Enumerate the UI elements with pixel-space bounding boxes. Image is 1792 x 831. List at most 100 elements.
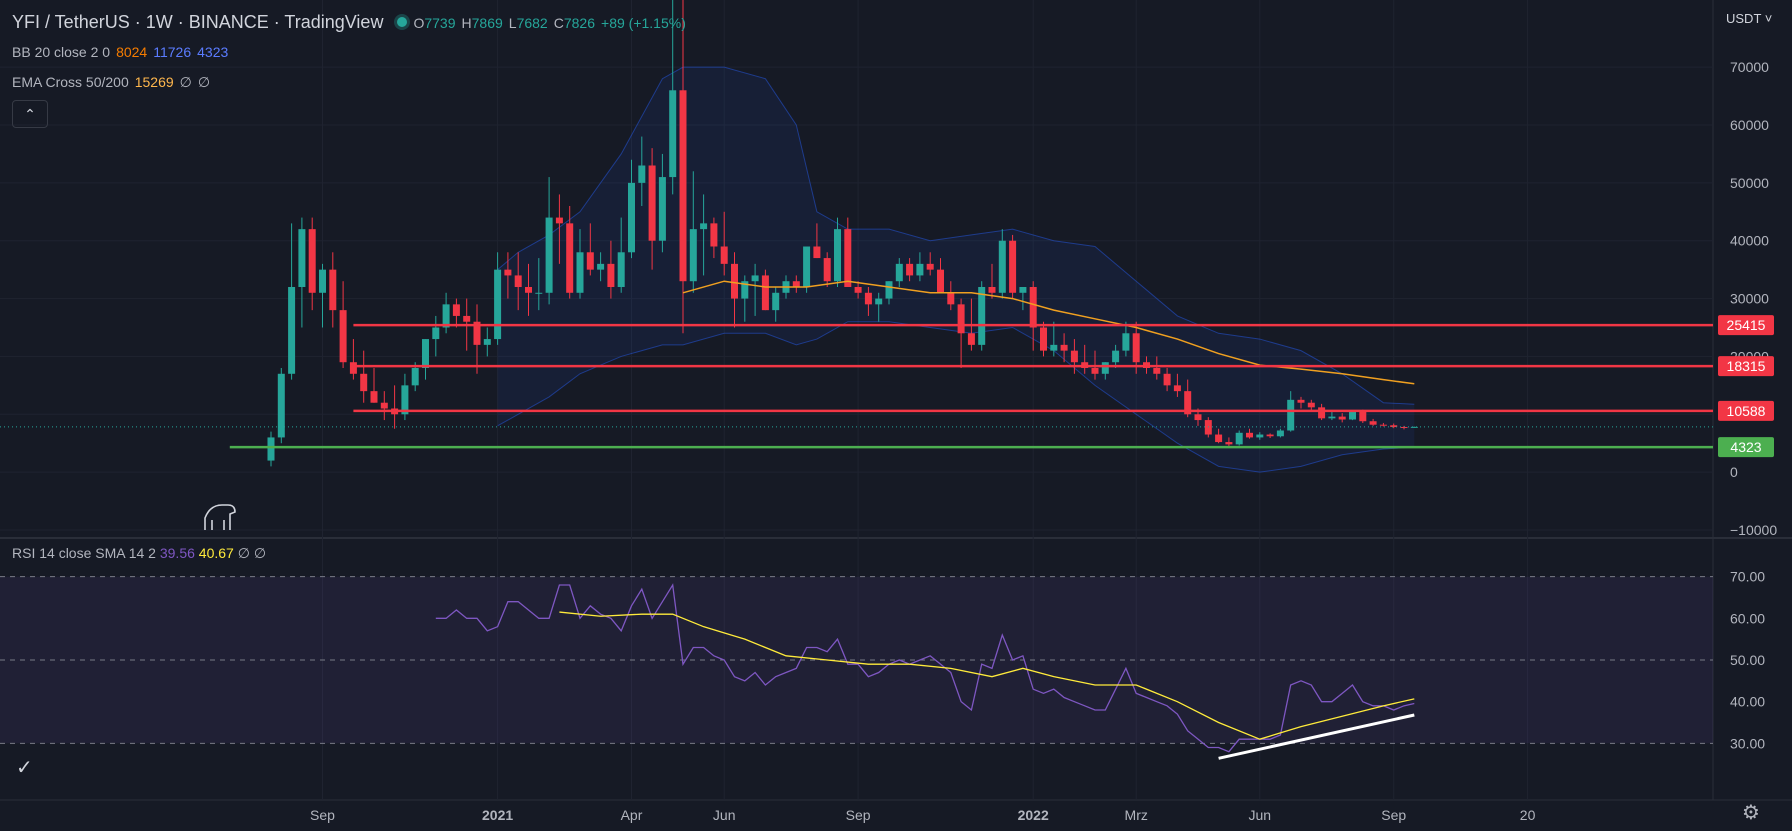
candle-body — [669, 90, 677, 178]
candle-body — [1307, 402, 1315, 408]
x-tick-label: Sep — [846, 807, 871, 823]
candle-body — [370, 391, 378, 403]
candle-body — [823, 258, 831, 282]
tradingview-logo-icon[interactable]: ✓ — [16, 757, 33, 779]
candle-body — [349, 362, 357, 374]
ohlc-readout: O7739 H7869 L7682 C7826 +89 (+1.15%) — [413, 15, 686, 31]
candle-body — [452, 304, 460, 316]
candle-body — [679, 90, 687, 282]
candle-body — [1246, 432, 1253, 438]
candle-body — [411, 368, 419, 386]
candle-body — [360, 373, 368, 392]
x-tick-label: 20 — [1520, 807, 1536, 823]
x-tick-label: 2021 — [482, 807, 513, 823]
candle-body — [1225, 442, 1233, 445]
ema-line — [682, 280, 1415, 385]
rsi-value: 39.56 — [159, 545, 195, 561]
candle-body — [895, 263, 903, 282]
y-tick-label: 60000 — [1730, 117, 1769, 133]
candle-body — [1060, 344, 1068, 351]
bb-indicator-legend[interactable]: BB 20 close 2 0 8024 11726 4323 — [12, 44, 234, 60]
x-tick-label: Sep — [310, 807, 335, 823]
candle-body — [422, 339, 429, 368]
candle-body — [1379, 424, 1387, 426]
candle-body — [854, 287, 862, 293]
rsi-trendline — [1218, 713, 1415, 760]
ema-label: EMA Cross 50/200 — [12, 74, 129, 90]
candle-body — [751, 275, 759, 282]
rsi-y-tick-label: 60.00 — [1730, 610, 1765, 626]
candle-body — [1040, 327, 1047, 351]
candle-body — [576, 252, 584, 293]
candle-body — [1173, 385, 1181, 392]
candle-body — [926, 263, 934, 270]
candle-body — [864, 292, 872, 305]
rsi-value-4: ∅ — [253, 545, 267, 561]
rsi-y-tick-label: 40.00 — [1730, 694, 1765, 710]
bollinger-band-fill — [497, 67, 1415, 473]
candle-body — [545, 217, 553, 293]
candle-body — [586, 252, 594, 270]
candle-body — [514, 275, 522, 287]
candle-body — [1338, 416, 1346, 420]
candle-body — [432, 327, 440, 340]
candle-body — [1019, 287, 1027, 293]
candle-body — [1235, 432, 1243, 445]
rsi-y-tick-label: 70.00 — [1730, 569, 1765, 585]
candle-body — [525, 287, 532, 293]
candle-body — [875, 298, 883, 305]
rsi-y-tick-label: 50.00 — [1730, 652, 1765, 668]
candle-body — [906, 263, 914, 276]
candle-body — [1318, 407, 1326, 419]
rsi-label: RSI 14 close SMA 14 2 — [12, 545, 156, 561]
ema-indicator-legend[interactable]: EMA Cross 50/200 15269 ∅ ∅ — [12, 74, 216, 91]
candle-body — [617, 252, 625, 287]
candle-body — [1400, 427, 1408, 429]
candle-body — [844, 229, 852, 287]
candle-body — [1050, 344, 1058, 351]
candle-body — [442, 304, 450, 328]
y-tick-label: 0 — [1730, 464, 1738, 480]
gear-icon[interactable]: ⚙ — [1742, 802, 1760, 824]
chevron-up-icon[interactable]: ⌃ — [12, 100, 48, 128]
candle-body — [916, 263, 924, 276]
candle-body — [1101, 362, 1109, 374]
x-tick-label: Mrz — [1125, 807, 1148, 823]
candle-body — [1112, 350, 1120, 363]
candle-body — [298, 229, 306, 287]
candle-body — [792, 281, 800, 287]
candle-body — [607, 263, 615, 287]
price-level-label: 25415 — [1727, 317, 1766, 333]
rsi-line — [435, 583, 1415, 753]
candle-body — [803, 246, 811, 287]
candle-body — [1256, 434, 1264, 438]
candle-body — [267, 437, 275, 461]
candle-body — [1369, 421, 1377, 425]
candle-body — [1163, 373, 1171, 386]
rsi-band-fill — [0, 576, 1713, 744]
rsi-sma-line — [559, 611, 1415, 740]
candle-body — [689, 229, 697, 282]
currency-selector[interactable]: USDT ˅ — [1726, 11, 1773, 26]
price-level-label: 4323 — [1730, 439, 1761, 455]
candle-body — [1410, 426, 1418, 428]
price-level-tag — [1718, 400, 1774, 421]
candle-body — [1287, 399, 1295, 431]
candle-body — [319, 269, 326, 293]
candle-body — [463, 315, 471, 322]
bollinger-upper-line — [497, 66, 1415, 405]
candle-body — [885, 281, 893, 299]
rsi-legend[interactable]: RSI 14 close SMA 14 2 39.56 40.67 ∅ ∅ — [12, 545, 266, 562]
candle-body — [277, 373, 285, 438]
bb-basis-value: 8024 — [116, 44, 148, 60]
candle-body — [329, 269, 337, 311]
candle-body — [638, 165, 646, 183]
candle-body — [566, 223, 574, 293]
ema-value-2: ∅ — [179, 74, 192, 90]
candle-body — [957, 304, 965, 334]
candle-body — [555, 217, 563, 224]
candle-body — [597, 263, 605, 270]
candle-body — [648, 165, 656, 241]
bb-upper-value: 11726 — [153, 44, 192, 60]
